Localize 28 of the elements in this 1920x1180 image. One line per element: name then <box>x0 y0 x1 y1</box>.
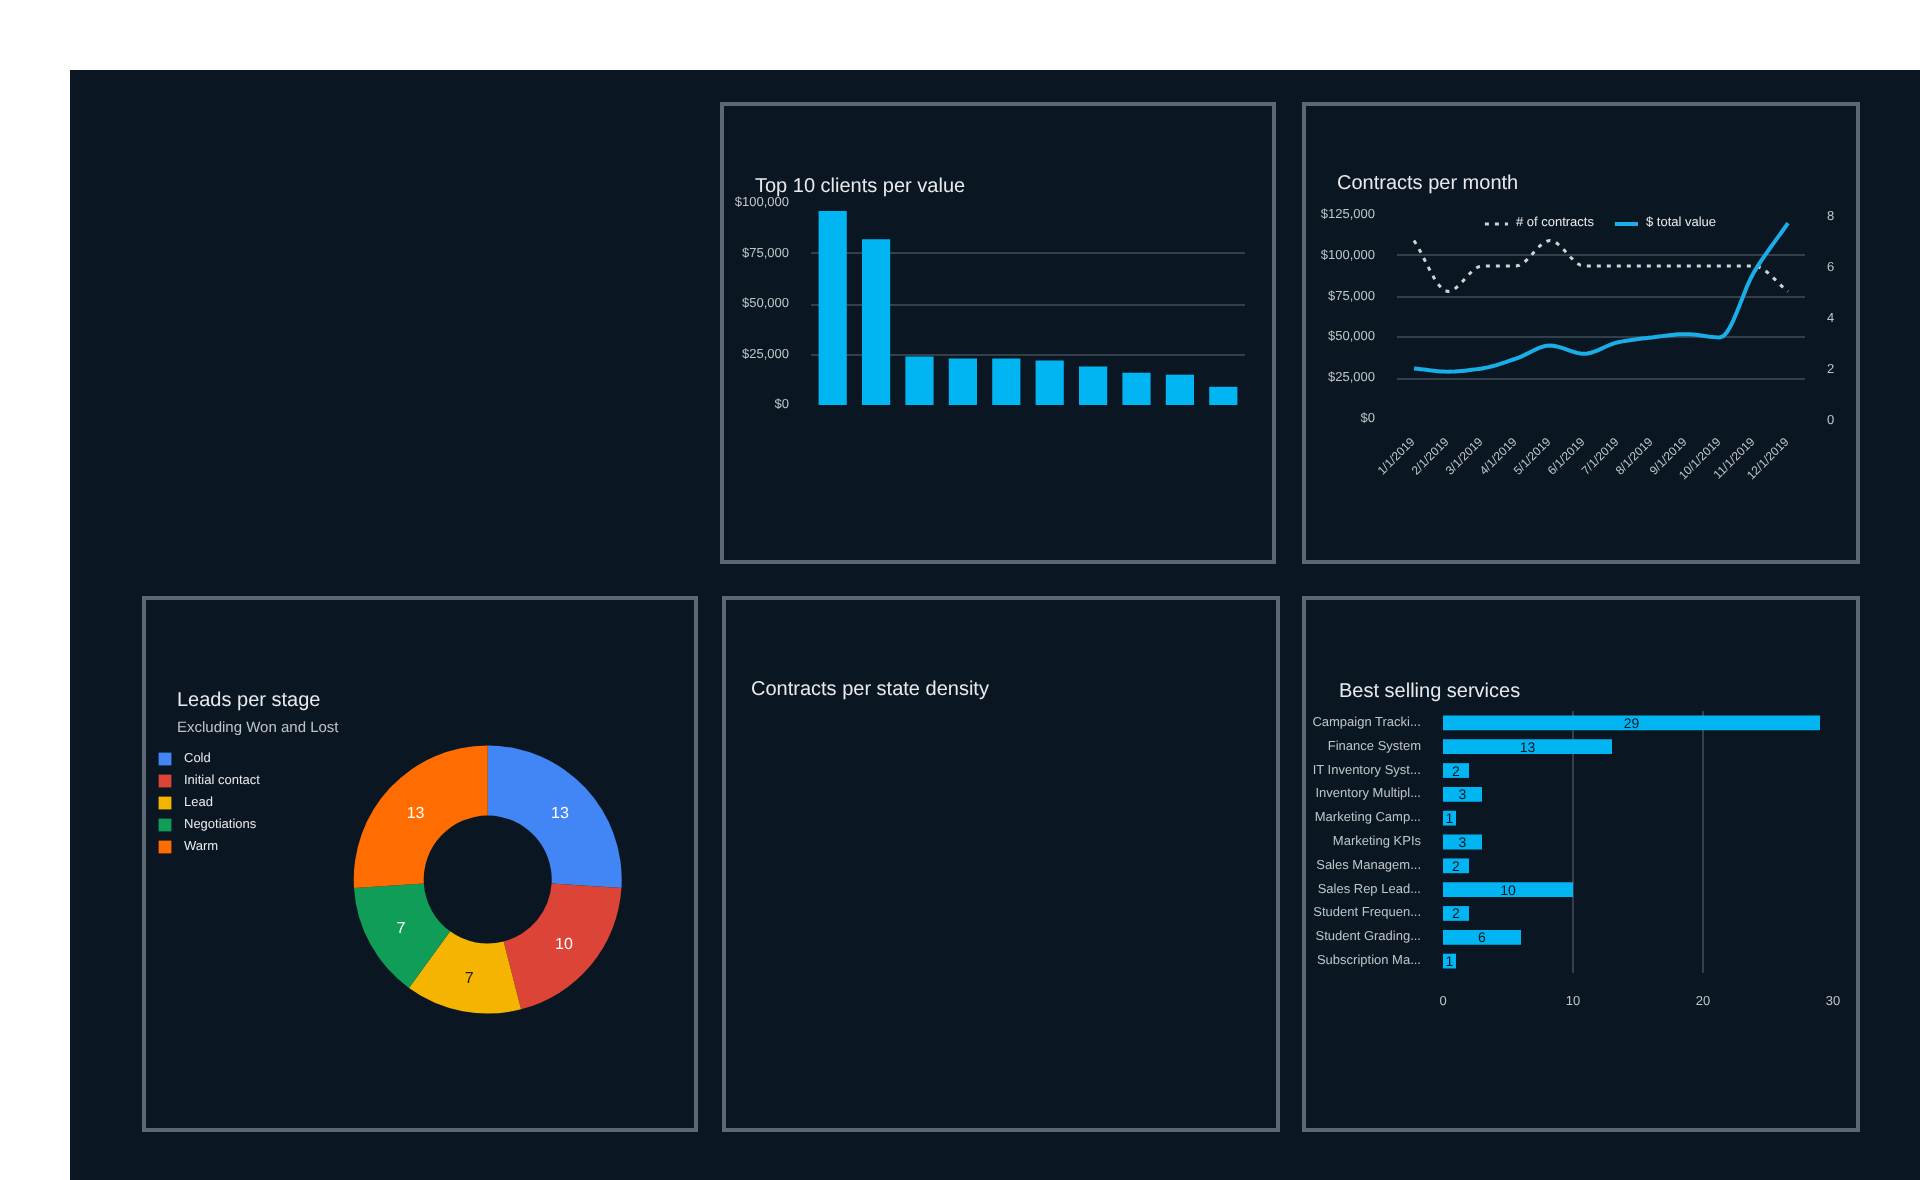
text: Contracts per state density <box>751 679 989 701</box>
chart-title: Contracts per month <box>1337 173 1519 195</box>
bar <box>1209 386 1238 405</box>
bar <box>1443 858 1469 874</box>
bar <box>948 358 978 405</box>
data-label: 7 <box>464 968 475 987</box>
bar <box>1443 715 1820 731</box>
bar <box>1035 360 1064 405</box>
bar <box>992 358 1021 405</box>
chart-title: Top 10 clients per value <box>755 176 966 198</box>
data-label: 13 <box>550 803 570 822</box>
data-label: 10 <box>555 934 574 953</box>
bar <box>862 239 891 405</box>
bar <box>1122 372 1151 405</box>
bar <box>1443 929 1521 945</box>
chart-title: Leads per stage <box>177 690 322 712</box>
bar <box>905 356 934 405</box>
bar <box>1078 366 1108 405</box>
bar <box>1443 906 1469 921</box>
bar <box>1165 374 1195 405</box>
bar <box>1443 882 1573 898</box>
data-label: 13 <box>406 803 426 822</box>
bar <box>1443 786 1482 802</box>
bar <box>818 211 847 405</box>
chart-title: Best selling services <box>1339 681 1521 703</box>
bar <box>1443 763 1469 778</box>
bar <box>1443 739 1612 755</box>
data-label: 7 <box>396 919 407 938</box>
